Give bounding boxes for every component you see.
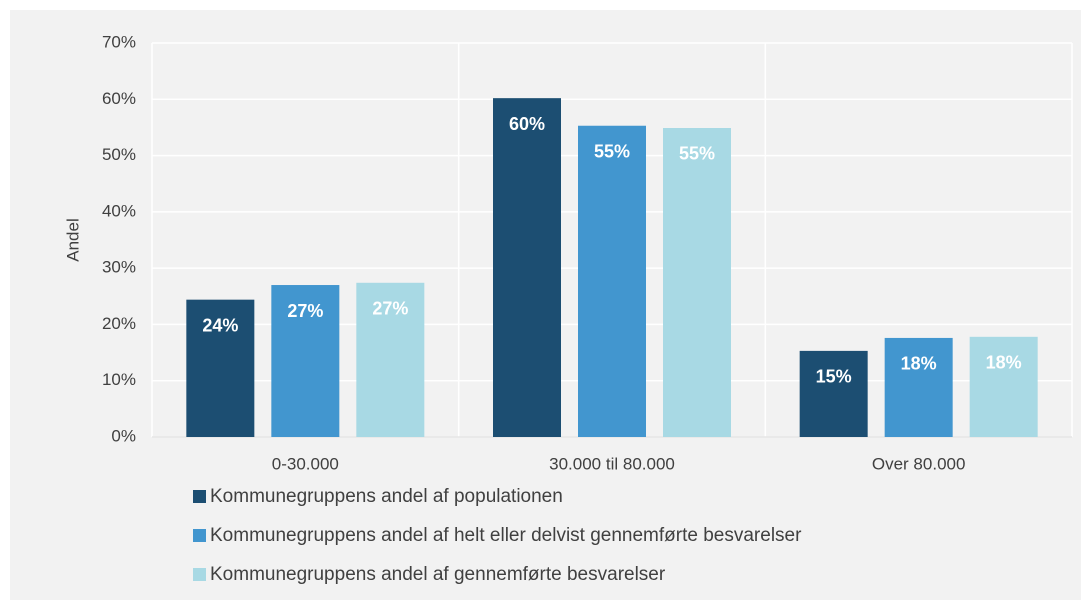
y-tick-label: 40% [102,201,136,220]
data-label: 55% [594,141,630,161]
bar [578,125,646,438]
bar [969,336,1038,437]
data-label: 60% [509,114,545,134]
legend-swatch [193,568,206,581]
legend-label: Kommunegruppens andel af gennemførte bes… [210,564,666,585]
data-label: 27% [287,301,323,321]
y-tick-label: 10% [102,370,136,389]
y-axis-label: Andel [63,218,82,261]
bar [663,127,731,438]
legend-label: Kommunegruppens andel af populationen [210,486,563,507]
legend-label: Kommunegruppens andel af helt eller delv… [210,525,802,546]
y-tick-label: 50% [102,145,136,164]
legend-swatch [193,529,206,542]
bar [356,282,425,437]
x-tick-label: Over 80.000 [872,454,966,473]
y-tick-label: 30% [102,258,136,277]
bar [493,98,561,437]
data-label: 18% [986,353,1022,373]
y-tick-label: 70% [102,32,136,51]
bar [799,350,868,437]
data-label: 27% [372,299,408,319]
bar [186,299,255,437]
bar [271,285,340,437]
data-label: 15% [816,367,852,387]
y-tick-label: 0% [111,426,136,445]
y-tick-label: 20% [102,314,136,333]
bar [884,337,953,437]
x-tick-label: 30.000 til 80.000 [549,454,675,473]
legend-swatch [193,490,206,503]
data-label: 24% [202,315,238,335]
data-label: 55% [679,144,715,164]
data-label: 18% [901,354,937,374]
x-tick-label: 0-30.000 [272,454,339,473]
y-tick-label: 60% [102,89,136,108]
